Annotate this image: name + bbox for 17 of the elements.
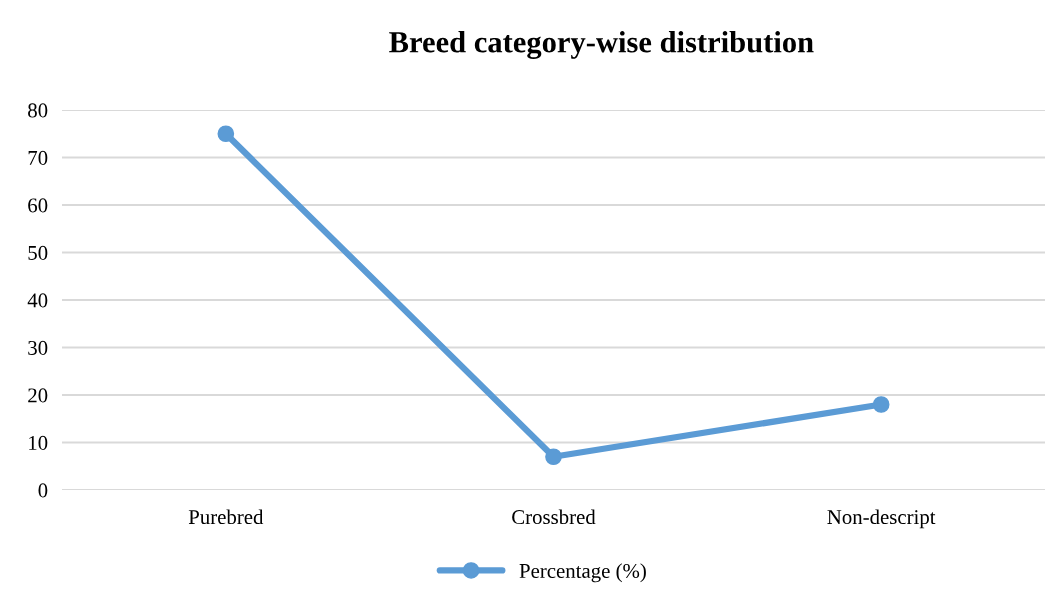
y-tick-label: 70 [28, 150, 48, 165]
y-tick-label: 60 [28, 198, 48, 213]
x-tick-label: Crossbred [512, 509, 596, 525]
x-tick-label: Purebred [188, 509, 264, 525]
y-tick-label: 50 [28, 245, 48, 260]
y-tick-label: 20 [28, 388, 48, 403]
chart-title: Breed category-wise distribution [389, 31, 814, 59]
legend-label: Percentage (%) [519, 563, 646, 583]
y-tick-label: 80 [28, 103, 48, 118]
x-tick-label: Non-descript [827, 509, 936, 529]
point [545, 448, 562, 466]
y-tick-label: 0 [38, 483, 48, 498]
y-tick-label: 40 [27, 293, 48, 308]
y-tick-label: 10 [29, 435, 48, 450]
point [872, 396, 890, 413]
point [217, 125, 235, 143]
y-tick-label: 30 [28, 340, 48, 355]
